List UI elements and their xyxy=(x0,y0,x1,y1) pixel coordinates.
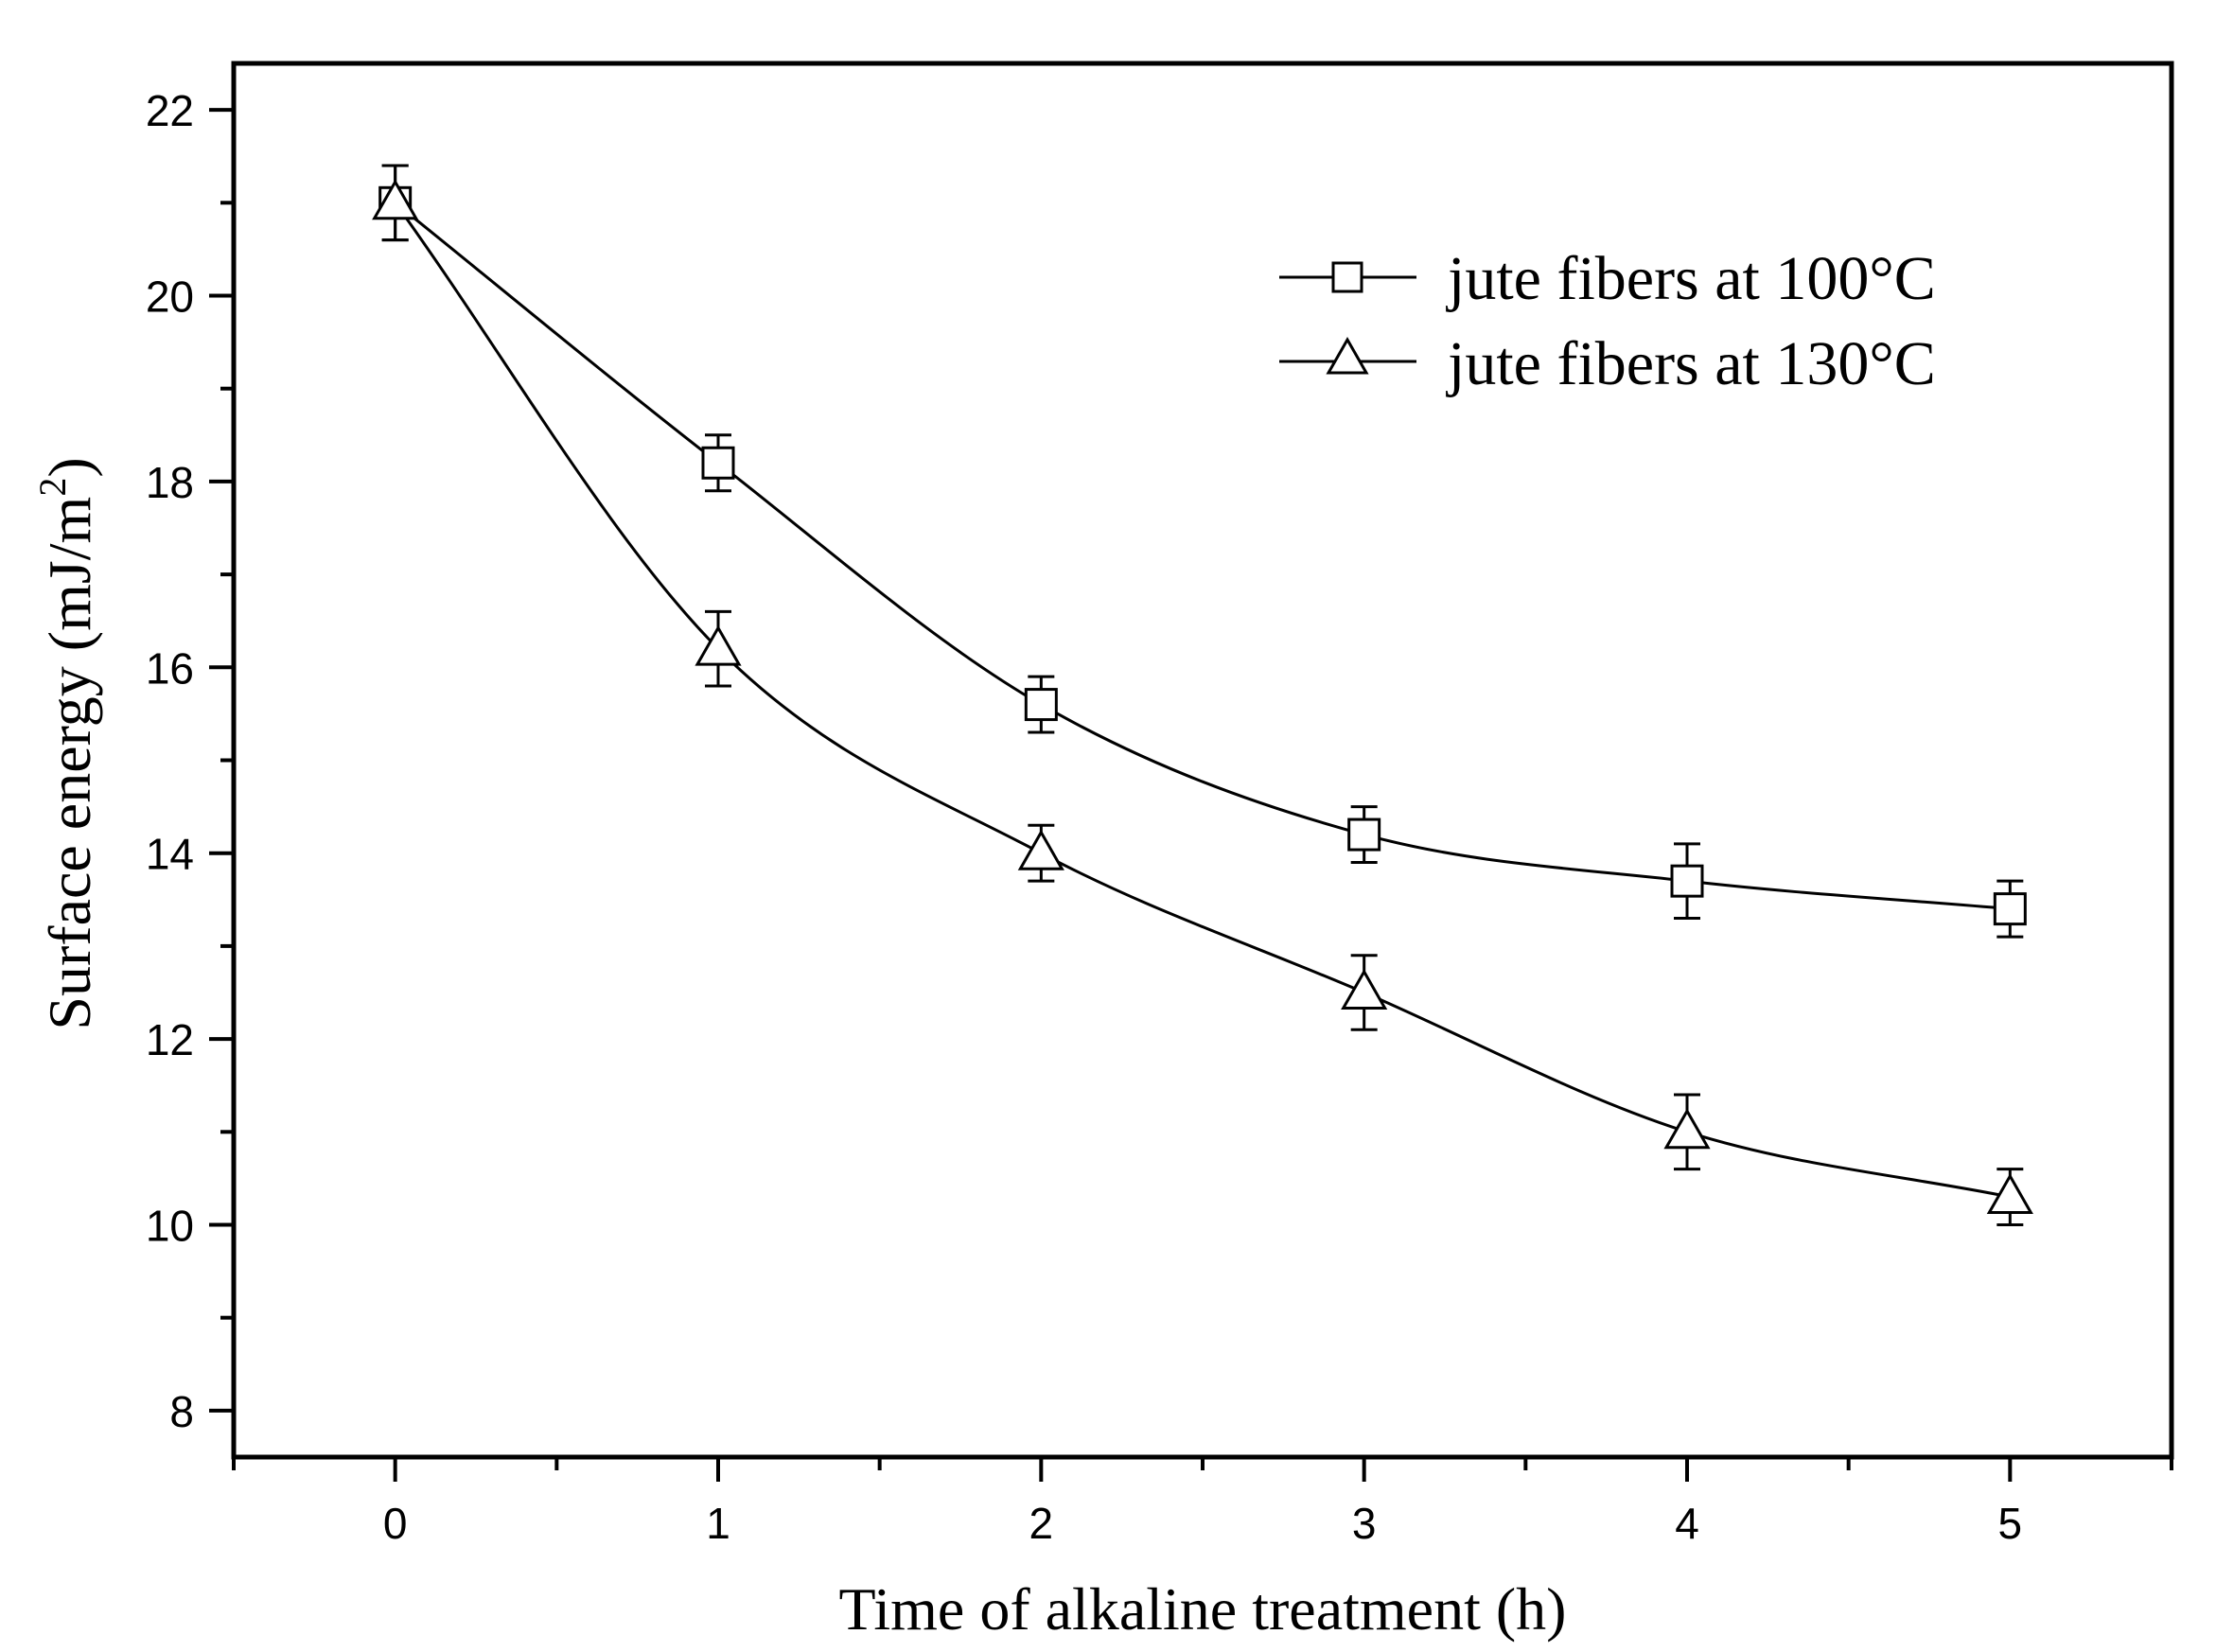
series-1-point-3 xyxy=(1341,968,1388,1010)
y-axis-title-sup: 2 xyxy=(31,478,74,497)
series-1 xyxy=(372,164,2033,1226)
legend-marker-square xyxy=(1331,261,1363,293)
y-tick-label-1: 10 xyxy=(146,1202,194,1251)
series-0-point-1 xyxy=(701,446,735,480)
legend-marker-triangle xyxy=(1326,336,1369,375)
series-1-point-5 xyxy=(1986,1173,2033,1215)
y-tick-label-2: 12 xyxy=(146,1015,194,1064)
series-0-point-5 xyxy=(1993,892,2027,926)
series-1-point-1 xyxy=(695,624,742,666)
series-0-point-3 xyxy=(1347,817,1381,852)
series-1-point-4 xyxy=(1663,1108,1711,1150)
x-tick-label-4: 4 xyxy=(1675,1499,1699,1548)
x-tick-label-1: 1 xyxy=(706,1499,730,1548)
y-axis-title: Surface energy (mJ/m2) xyxy=(31,457,103,1029)
series-0-line xyxy=(394,202,2011,911)
y-tick-label-7: 22 xyxy=(146,86,194,135)
legend-label-100: jute fibers at 100°C xyxy=(1446,244,1936,313)
series-layer xyxy=(372,164,2033,1226)
x-axis: 0 1 2 3 4 5 xyxy=(232,1457,2173,1548)
y-tick-label-5: 18 xyxy=(146,458,194,507)
x-axis-title: Time of alkaline treatment (h) xyxy=(839,1575,1567,1643)
x-tick-label-5: 5 xyxy=(1998,1499,2023,1548)
x-tick-label-3: 3 xyxy=(1352,1499,1377,1548)
y-tick-label-6: 20 xyxy=(146,272,194,322)
x-tick-label-2: 2 xyxy=(1029,1499,1054,1548)
legend-label-130: jute fibers at 130°C xyxy=(1446,329,1936,398)
series-0 xyxy=(378,164,2027,939)
y-tick-label-3: 14 xyxy=(146,830,194,879)
series-0-point-2 xyxy=(1024,688,1058,722)
series-1-point-0 xyxy=(372,179,419,220)
y-tick-label-4: 16 xyxy=(146,643,194,693)
y-axis-title-close: ) xyxy=(36,457,103,477)
y-axis: 8 10 12 14 16 18 20 22 xyxy=(146,86,234,1436)
x-tick-label-0: 0 xyxy=(383,1499,408,1548)
y-axis-title-main: Surface energy (mJ/m xyxy=(36,497,103,1030)
series-1-point-2 xyxy=(1017,829,1064,870)
series-0-point-4 xyxy=(1670,864,1704,898)
legend: jute fibers at 100°C jute fibers at 130°… xyxy=(1279,244,1936,398)
y-tick-label-0: 8 xyxy=(169,1387,194,1436)
